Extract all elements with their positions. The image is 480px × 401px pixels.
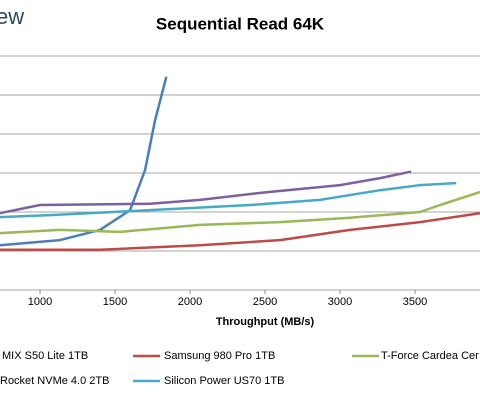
- legend-label: Rocket NVMe 4.0 2TB: [0, 375, 109, 387]
- x-axis-title: Throughput (MB/s): [216, 316, 315, 328]
- series-line: [0, 170, 412, 215]
- legend-label: Samsung 980 Pro 1TB: [164, 350, 275, 362]
- x-tick-label: 1500: [103, 296, 127, 308]
- x-tick-label: 1000: [28, 296, 52, 308]
- legend-label: Silicon Power US70 1TB: [164, 375, 284, 387]
- series-line: [0, 76, 168, 247]
- x-tick-label: 3000: [328, 296, 352, 308]
- x-tick-label: 2000: [178, 296, 202, 308]
- series-line: [0, 190, 480, 235]
- series-line: [0, 211, 480, 252]
- x-tick-label: 2500: [253, 296, 277, 308]
- chart-title: Sequential Read 64K: [156, 14, 325, 33]
- x-tick-label: 3500: [403, 296, 427, 308]
- legend-label: T-Force Cardea Cer: [381, 350, 479, 362]
- series-line: [0, 181, 457, 219]
- legend-label: MIX S50 Lite 1TB: [2, 350, 88, 362]
- logo-text: ew: [0, 4, 24, 29]
